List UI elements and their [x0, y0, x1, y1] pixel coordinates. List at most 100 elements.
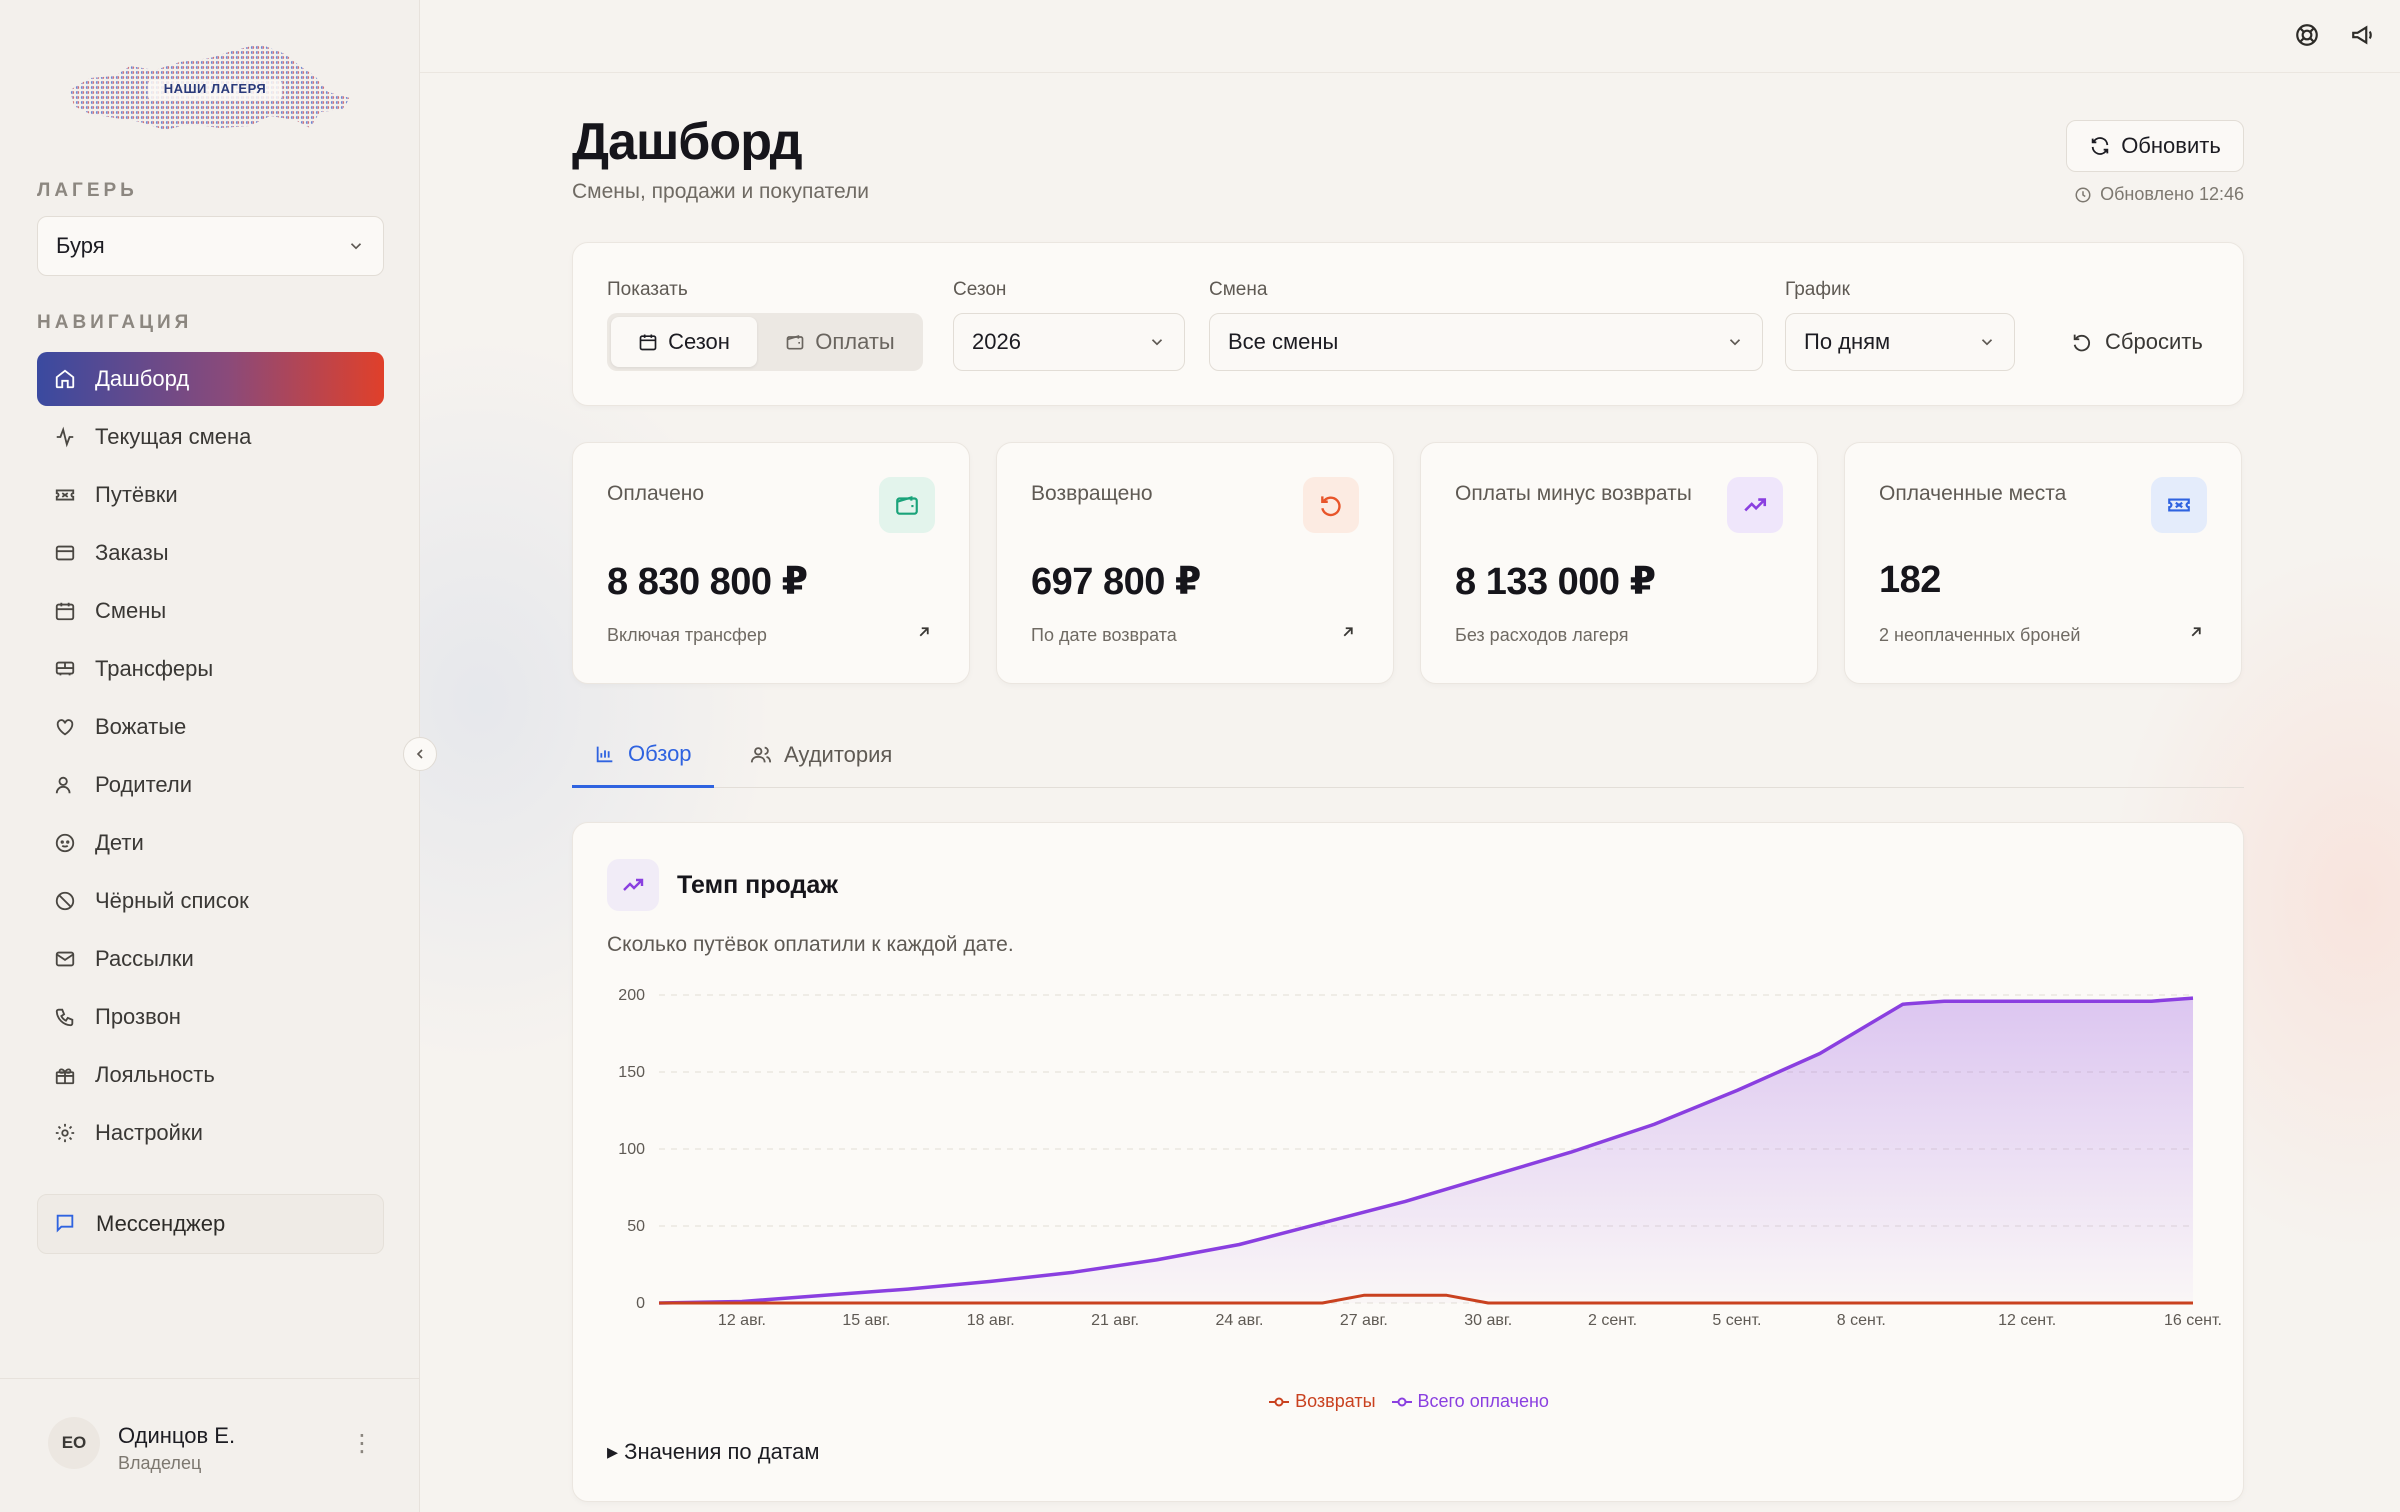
sidebar-item-label: Дашборд	[95, 366, 190, 391]
stat-label: Оплаченные места	[1879, 482, 2067, 505]
reset-label: Сбросить	[2105, 329, 2203, 354]
refresh-button[interactable]: Обновить	[2066, 120, 2244, 172]
topbar-divider	[420, 72, 2400, 73]
undo-icon	[1303, 477, 1359, 533]
avatar[interactable]: ЕО	[48, 1417, 100, 1469]
sidebar-item-label: Заказы	[95, 540, 169, 565]
show-toggle: Сезон Оплаты	[607, 313, 923, 371]
shift-label: Смена	[1209, 279, 1268, 300]
sidebar-item-label: Путёвки	[95, 482, 178, 507]
stat-value: 8 133 000 ₽	[1455, 561, 1656, 603]
camps-logo[interactable]: НАШИ ЛАГЕРЯ	[60, 40, 360, 150]
chart-mode-select[interactable]: По дням	[1785, 313, 2015, 371]
tab-overview[interactable]: Обзор	[572, 722, 714, 788]
users-icon	[53, 773, 77, 797]
reset-button[interactable]: Сбросить	[2053, 313, 2221, 371]
x-tick-label: 12 авг.	[718, 1312, 766, 1329]
camp-select[interactable]: Буря	[37, 216, 384, 276]
arrow-up-right-icon	[2191, 627, 2201, 637]
x-tick-label: 15 авг.	[842, 1312, 890, 1329]
sidebar-item-transfers[interactable]: Трансферы	[37, 642, 384, 696]
stat-card-paid[interactable]: Оплачено 8 830 800 ₽ Включая трансфер	[572, 442, 970, 684]
shift-select[interactable]: Все смены	[1209, 313, 1763, 371]
sidebar-item-mailings[interactable]: Рассылки	[37, 932, 384, 986]
sidebar-item-label: Настройки	[95, 1120, 203, 1145]
logo-text: НАШИ ЛАГЕРЯ	[163, 81, 267, 96]
wallet-icon	[879, 477, 935, 533]
tab-label: Обзор	[628, 740, 692, 766]
season-select[interactable]: 2026	[953, 313, 1185, 371]
card-icon	[53, 541, 77, 565]
sidebar-item-calls[interactable]: Прозвон	[37, 990, 384, 1044]
x-tick-label: 21 авг.	[1091, 1312, 1139, 1329]
sidebar-item-label: Трансферы	[95, 656, 214, 681]
sidebar-item-label: Дети	[95, 830, 144, 855]
tab-audience[interactable]: Аудитория	[728, 722, 914, 788]
sidebar-item-dashboard[interactable]: Дашборд	[37, 352, 384, 406]
sidebar-item-label: Вожатые	[95, 714, 187, 739]
sidebar-item-counselors[interactable]: Вожатые	[37, 700, 384, 754]
legend-paid-label: Всего оплачено	[1417, 1391, 1549, 1411]
sidebar-item-label: Текущая смена	[95, 424, 252, 449]
baby-icon	[53, 831, 77, 855]
activity-icon	[53, 425, 77, 449]
show-season-option[interactable]: Сезон	[611, 317, 757, 367]
filters-card: Показать Сезон Оплаты Сезон 2026 Смена В…	[572, 242, 2244, 406]
ban-icon	[53, 889, 77, 913]
stat-note: Без расходов лагеря	[1455, 625, 1629, 645]
stat-note: По дате возврата	[1031, 625, 1177, 645]
show-payments-option[interactable]: Оплаты	[761, 317, 919, 367]
x-tick-label: 5 сент.	[1712, 1312, 1761, 1329]
sidebar-item-settings[interactable]: Настройки	[37, 1106, 384, 1160]
y-tick-label: 0	[636, 1295, 645, 1312]
y-tick-label: 150	[618, 1064, 645, 1081]
chart-title: Темп продаж	[677, 871, 838, 899]
sidebar-item-loyalty[interactable]: Лояльность	[37, 1048, 384, 1102]
arrow-up-right-icon	[919, 627, 929, 637]
series-refunds-line	[659, 1293, 2193, 1305]
camp-select-value: Буря	[56, 233, 105, 258]
legend-refunds-label: Возвраты	[1295, 1391, 1376, 1411]
chart-mode-label: График	[1785, 279, 1850, 300]
ticket-icon	[53, 483, 77, 507]
refresh-label: Обновить	[2121, 133, 2221, 158]
sidebar-item-current-shift[interactable]: Текущая смена	[37, 410, 384, 464]
megaphone-icon[interactable]	[2350, 22, 2376, 48]
chevron-down-icon	[1729, 339, 1741, 346]
ticket-icon	[2151, 477, 2207, 533]
sidebar-item-blacklist[interactable]: Чёрный список	[37, 874, 384, 928]
stat-card-refunded[interactable]: Возвращено 697 800 ₽ По дате возврата	[996, 442, 1394, 684]
legend-refunds[interactable]: Возвраты	[1269, 1391, 1376, 1412]
wallet-icon	[786, 335, 804, 350]
sidebar-item-label: Родители	[95, 772, 193, 797]
refresh-icon	[2091, 137, 2109, 155]
messenger-button[interactable]: Мессенджер	[37, 1194, 384, 1254]
chart-mode-value: По дням	[1804, 329, 1891, 354]
legend-paid[interactable]: Всего оплачено	[1391, 1391, 1549, 1412]
users-icon	[750, 746, 772, 763]
sidebar-item-children[interactable]: Дети	[37, 816, 384, 870]
stat-card-seats[interactable]: Оплаченные места 182 2 неоплаченных брон…	[1844, 442, 2242, 684]
tabs: Обзор Аудитория	[572, 722, 2244, 788]
lifebuoy-icon[interactable]	[2294, 22, 2320, 48]
sidebar-item-label: Лояльность	[95, 1062, 215, 1087]
x-tick-label: 24 авг.	[1215, 1312, 1263, 1329]
sidebar-item-orders[interactable]: Заказы	[37, 526, 384, 580]
stat-value: 697 800 ₽	[1031, 561, 1201, 603]
stat-label: Возвращено	[1031, 482, 1153, 505]
user-name: Одинцов Е.	[118, 1423, 236, 1448]
sidebar: НАШИ ЛАГЕРЯ ЛАГЕРЬ Буря НАВИГАЦИЯ Дашбор…	[0, 0, 420, 1512]
y-tick-label: 100	[618, 1141, 645, 1158]
bus-icon	[53, 657, 77, 681]
arrow-up-right-icon	[1343, 627, 1353, 637]
sidebar-item-shifts[interactable]: Смены	[37, 584, 384, 638]
collapse-sidebar-button[interactable]	[403, 737, 437, 771]
legend-refunds-marker	[1269, 1397, 1290, 1406]
more-vertical-icon[interactable]: ⋮	[350, 1430, 374, 1457]
sales-pace-chart[interactable]: 0 50 100 150 200 12 авг. 15 авг. 18 авг. 21 авг.…	[573, 973, 2245, 1383]
values-by-date-toggle[interactable]: ▸ Значения по датам	[607, 1439, 820, 1464]
stat-card-net[interactable]: Оплаты минус возвраты 8 133 000 ₽ Без ра…	[1420, 442, 1818, 684]
chart-legend: Возвраты Всего оплачено	[573, 1391, 2245, 1412]
sidebar-item-parents[interactable]: Родители	[37, 758, 384, 812]
sidebar-item-vouchers[interactable]: Путёвки	[37, 468, 384, 522]
